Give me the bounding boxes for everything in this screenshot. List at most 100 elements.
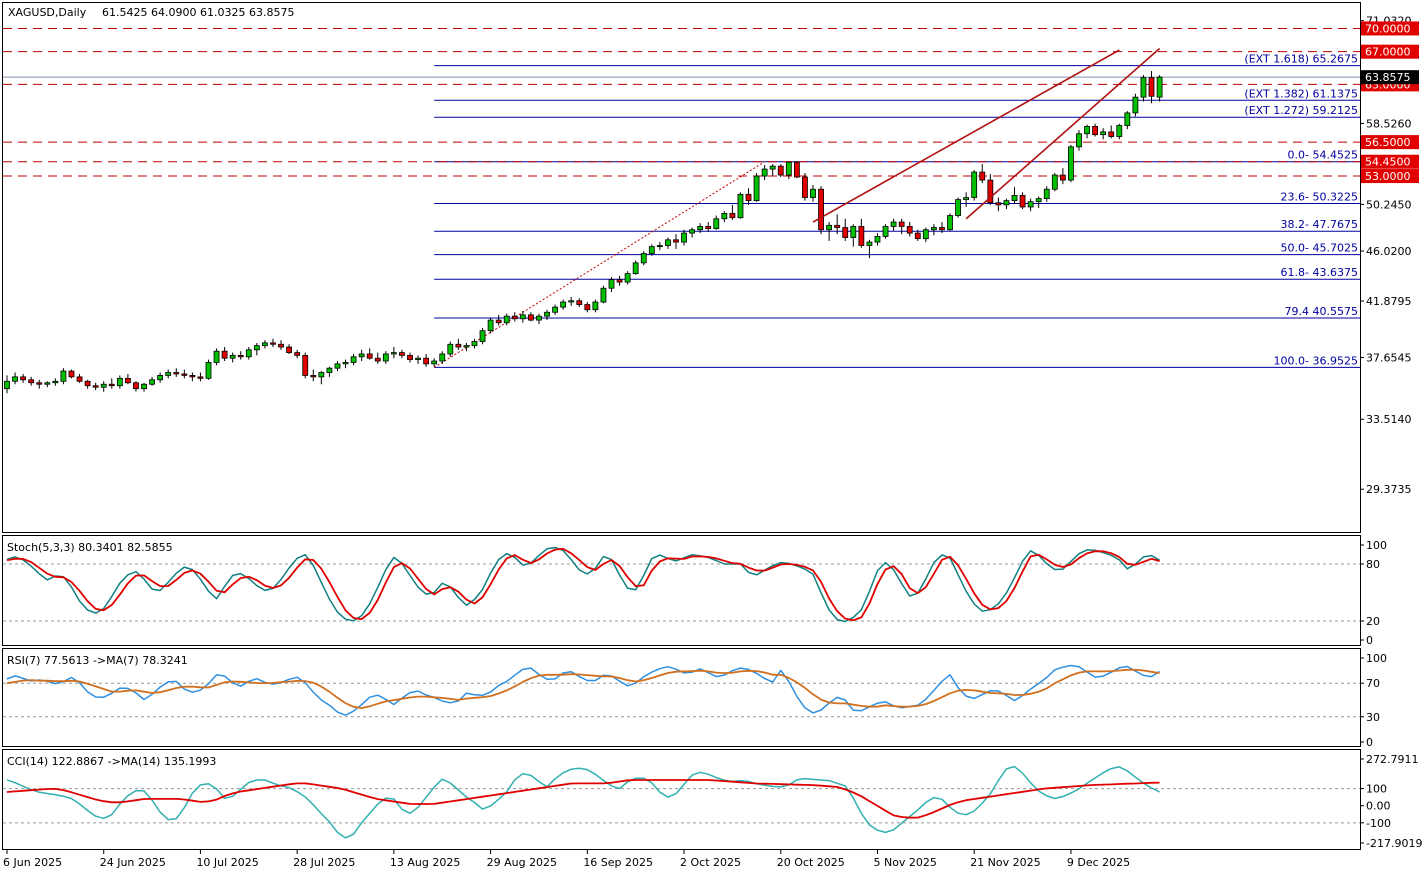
candle <box>221 347 228 362</box>
candle <box>785 161 792 180</box>
candle-body-bear <box>407 354 413 361</box>
candle <box>826 222 833 241</box>
level-price-label: 70.0000 <box>1365 22 1411 35</box>
candle-body-bear <box>125 377 131 384</box>
cci-axis-tick-label: -217.9019 <box>1366 837 1422 850</box>
candle-body-bull <box>890 221 897 227</box>
candle-body-bull <box>640 253 647 264</box>
candle-body-bear <box>455 343 462 348</box>
candle-body-bull <box>761 168 768 177</box>
candle <box>326 366 333 377</box>
candle-body-bear <box>939 227 945 231</box>
candle-body-bull <box>52 380 59 384</box>
rsi-title: RSI(7) 77.5613 ->MA(7) 78.3241 <box>7 654 188 667</box>
candle <box>44 381 51 388</box>
candle <box>834 214 841 235</box>
stoch-title: Stoch(5,3,3) 80.3401 82.5855 <box>7 541 173 554</box>
candle <box>673 234 679 249</box>
candle-body-bull <box>1140 77 1147 98</box>
candle-body-bull <box>882 226 889 237</box>
level-price-label: 56.5000 <box>1365 136 1411 149</box>
candle <box>68 369 75 379</box>
candle <box>108 378 115 389</box>
candle-body-bull <box>229 354 236 359</box>
candle <box>431 358 438 367</box>
candle-body-bear <box>302 354 309 376</box>
time-axis-tick-label: 28 Jul 2025 <box>293 856 355 869</box>
price-panel[interactable]: 71.032058.526050.245046.020041.879537.65… <box>3 15 1419 497</box>
rsi-axis-tick-label: 70 <box>1366 677 1380 690</box>
candle <box>12 372 18 385</box>
candle-body-bear <box>914 232 921 240</box>
candle-body-bear <box>108 383 115 387</box>
level-price-box <box>1361 135 1419 150</box>
candle <box>390 347 397 359</box>
candle-body-bull <box>1132 96 1139 114</box>
candle <box>979 164 986 184</box>
candle-body-bear <box>898 221 905 227</box>
candle <box>761 165 768 181</box>
candle <box>511 312 518 322</box>
price-axis-tick-label: 29.3735 <box>1366 483 1412 496</box>
candle <box>423 353 430 367</box>
time-axis-tick-label: 29 Aug 2025 <box>487 856 557 869</box>
candle <box>995 197 1002 212</box>
candle <box>528 312 534 322</box>
candle <box>52 378 59 386</box>
candle-body-bull <box>149 379 155 385</box>
candle-body-bear <box>28 379 35 384</box>
candle <box>125 373 131 385</box>
candle-body-bear <box>793 161 800 178</box>
candle <box>237 351 244 360</box>
cci-panel[interactable]: 272.7911 100 0.00 -100 -217.9019 <box>3 753 1422 850</box>
candle-body-bull <box>157 375 164 381</box>
candle-body-bull <box>253 345 260 351</box>
rsi-panel[interactable]: 100 70 30 0 <box>3 652 1387 749</box>
candle-body-bull <box>681 232 687 243</box>
candle-body-bear <box>189 375 196 378</box>
level-price-label: 54.4500 <box>1365 156 1411 169</box>
candle <box>705 222 712 232</box>
candle <box>777 164 784 178</box>
fib-level-label: (EXT 1.382) 61.1375 <box>1244 87 1358 100</box>
candle-body-bull <box>810 188 816 198</box>
candle-body-bull <box>1124 112 1131 126</box>
candle-body-bull <box>431 360 438 365</box>
candle <box>4 375 10 394</box>
stochastic-panel[interactable]: 100 80 20 0 <box>3 539 1387 647</box>
time-axis-tick-label: 2 Oct 2025 <box>680 856 741 869</box>
candle-body-bull <box>785 161 792 176</box>
candle-body-bear <box>84 380 91 387</box>
candle-body-bear <box>818 188 824 231</box>
candle-body-bull <box>592 301 599 311</box>
fib-level-label: (EXT 1.618) 65.2675 <box>1244 53 1358 66</box>
candle-body-bull <box>1084 125 1090 135</box>
candle <box>1011 187 1018 204</box>
cci-axis-tick-label: -100 <box>1366 817 1391 830</box>
candle <box>1140 75 1147 102</box>
candle <box>906 222 913 237</box>
candle <box>92 382 99 391</box>
candle-body-bull <box>12 376 18 382</box>
candle-body-bear <box>278 343 284 348</box>
candle-body-bear <box>842 227 849 238</box>
candle <box>697 223 704 234</box>
candle-body-bear <box>834 224 841 228</box>
candle-body-bull <box>689 229 695 234</box>
candle-body-bear <box>270 342 276 345</box>
candle <box>479 328 486 345</box>
candle <box>858 218 865 248</box>
candle-body-bull <box>213 350 220 363</box>
candle-body-bear <box>366 353 373 359</box>
candle <box>987 174 994 205</box>
price-axis-tick-label: 58.5260 <box>1366 117 1412 130</box>
candle <box>608 277 615 292</box>
cci-series-ma <box>6 779 1160 819</box>
candle-body-bear <box>858 226 865 246</box>
candle-body-bull <box>1076 133 1082 148</box>
candle-body-bull <box>326 367 333 373</box>
candle-body-bull <box>568 300 575 303</box>
candle <box>802 173 808 201</box>
candle-body-bear <box>987 179 994 204</box>
